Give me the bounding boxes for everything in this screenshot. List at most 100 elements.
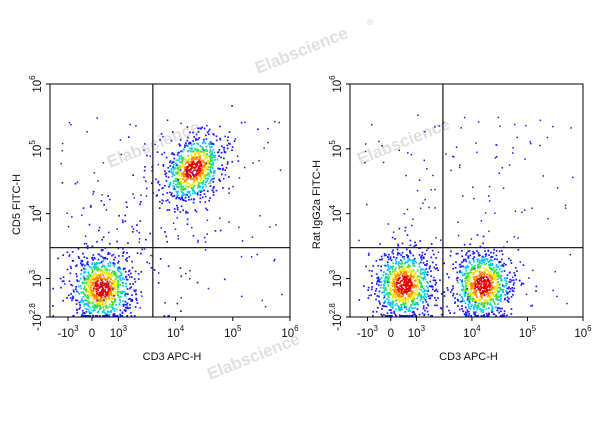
event-dot [462, 195, 464, 197]
event-dot [419, 296, 422, 298]
event-dot [84, 277, 87, 280]
event-dot [393, 293, 395, 296]
event-dot [139, 307, 142, 309]
event-dot [121, 255, 124, 257]
event-dot [172, 180, 175, 182]
event-dot [208, 128, 211, 131]
event-dot [195, 137, 197, 140]
event-dot [182, 172, 185, 175]
event-dot [70, 123, 72, 126]
event-dot [402, 292, 404, 295]
event-dot [167, 265, 170, 268]
event-dot [93, 281, 96, 284]
event-dot [193, 166, 195, 169]
event-dot [202, 147, 204, 149]
event-dot [95, 263, 98, 265]
event-dot [498, 299, 501, 301]
event-dot [106, 307, 109, 309]
event-dot [377, 278, 380, 280]
event-dot [407, 284, 410, 287]
event-dot [229, 143, 231, 145]
event-dot [401, 268, 404, 271]
event-dot [427, 295, 430, 297]
event-dot [119, 291, 122, 293]
event-dot [95, 285, 98, 288]
event-dot [435, 264, 437, 266]
event-dot [196, 186, 199, 189]
event-dot [384, 305, 386, 308]
event-dot [256, 253, 258, 256]
event-dot [231, 161, 234, 163]
event-dot [493, 248, 495, 251]
event-dot [99, 293, 101, 295]
event-dot [90, 276, 93, 278]
event-dot [405, 278, 408, 280]
event-dot [490, 277, 492, 280]
event-dot [203, 155, 206, 158]
event-dot [122, 248, 124, 250]
event-dot [463, 300, 465, 302]
event-dot [111, 308, 114, 310]
event-dot [175, 197, 177, 200]
event-dot [493, 272, 495, 274]
event-dot [102, 304, 105, 307]
event-dot [470, 264, 473, 266]
event-dot [113, 271, 116, 273]
event-dot [199, 164, 202, 166]
event-dot [424, 270, 426, 272]
event-dot [116, 291, 118, 294]
event-dot [410, 304, 412, 306]
event-dot [471, 304, 473, 306]
event-dot [165, 180, 168, 182]
event-dot [178, 151, 180, 154]
event-dot [190, 184, 192, 187]
event-dot [190, 198, 193, 201]
event-dot [494, 212, 496, 214]
event-dot [492, 277, 495, 280]
event-dot [491, 263, 494, 265]
event-dot [204, 170, 207, 173]
event-dot [185, 272, 187, 275]
event-dot [401, 262, 403, 265]
event-dot [507, 291, 509, 294]
event-dot [472, 250, 474, 253]
event-dot [218, 179, 221, 181]
event-dot [420, 258, 423, 261]
event-dot [99, 303, 101, 305]
event-dot [70, 297, 72, 299]
event-dot [87, 305, 90, 308]
event-dot [104, 278, 107, 281]
event-dot [72, 297, 74, 300]
event-dot [438, 125, 441, 127]
event-dot [411, 301, 413, 303]
event-dot [108, 288, 110, 291]
event-dot [213, 151, 216, 154]
event-dot [535, 290, 537, 292]
event-dot [412, 301, 414, 304]
x-tick-label: 104 [463, 324, 481, 340]
event-dot [125, 282, 127, 285]
event-dot [411, 294, 414, 297]
event-dot [391, 251, 394, 253]
event-dot [493, 278, 495, 281]
event-dot [434, 188, 436, 191]
event-dot [473, 261, 475, 263]
event-dot [475, 293, 478, 296]
event-dot [82, 276, 85, 279]
event-dot [411, 224, 413, 227]
event-dot [479, 262, 482, 264]
event-dot [250, 256, 253, 258]
event-dot [426, 168, 428, 170]
event-dot [507, 300, 509, 302]
plot-frame [49, 83, 291, 318]
event-dot [452, 287, 454, 290]
event-dot [177, 168, 180, 171]
event-dot [122, 300, 124, 302]
event-dot [411, 298, 414, 300]
event-dot [160, 133, 163, 135]
event-dot [493, 286, 495, 288]
event-dot [505, 282, 507, 285]
event-dot [475, 299, 478, 302]
event-dot [231, 149, 233, 151]
event-dot [193, 180, 196, 182]
